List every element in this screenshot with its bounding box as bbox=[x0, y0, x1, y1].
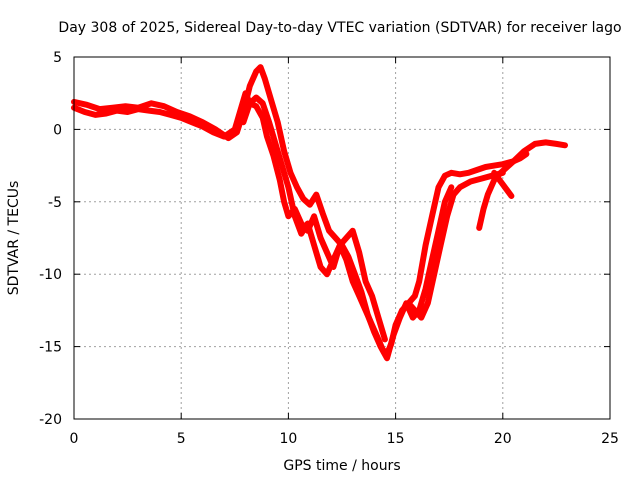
series-layer bbox=[71, 64, 568, 362]
x-axis-label: GPS time / hours bbox=[283, 458, 400, 474]
chart-title: Day 308 of 2025, Sidereal Day-to-day VTE… bbox=[58, 20, 621, 36]
series-track-2 bbox=[71, 64, 455, 362]
y-tick-label: 5 bbox=[53, 50, 62, 66]
grid bbox=[74, 57, 610, 419]
x-tick-label: 25 bbox=[601, 431, 619, 447]
series-track-4 bbox=[405, 169, 506, 321]
tick-labels: 0 5 10 15 20 25 5 0 -5 -10 -15 -20 bbox=[39, 50, 619, 447]
y-tick-label: 0 bbox=[53, 122, 62, 138]
x-tick-label: 20 bbox=[494, 431, 512, 447]
plot-frame bbox=[73, 56, 611, 420]
x-tick-label: 10 bbox=[279, 431, 297, 447]
x-tick-label: 15 bbox=[387, 431, 405, 447]
y-tick-label: -15 bbox=[39, 340, 62, 356]
y-tick-label: -5 bbox=[48, 195, 62, 211]
series-track-1 bbox=[71, 90, 568, 357]
y-tick-label: -20 bbox=[39, 412, 62, 428]
x-tick-label: 0 bbox=[70, 431, 79, 447]
series-track-5 bbox=[476, 151, 530, 231]
y-tick-label: -10 bbox=[39, 267, 62, 283]
y-axis-label: SDTVAR / TECUs bbox=[6, 181, 22, 296]
series-track-3 bbox=[240, 94, 388, 343]
x-tick-label: 5 bbox=[177, 431, 186, 447]
series-track-6 bbox=[491, 169, 515, 199]
